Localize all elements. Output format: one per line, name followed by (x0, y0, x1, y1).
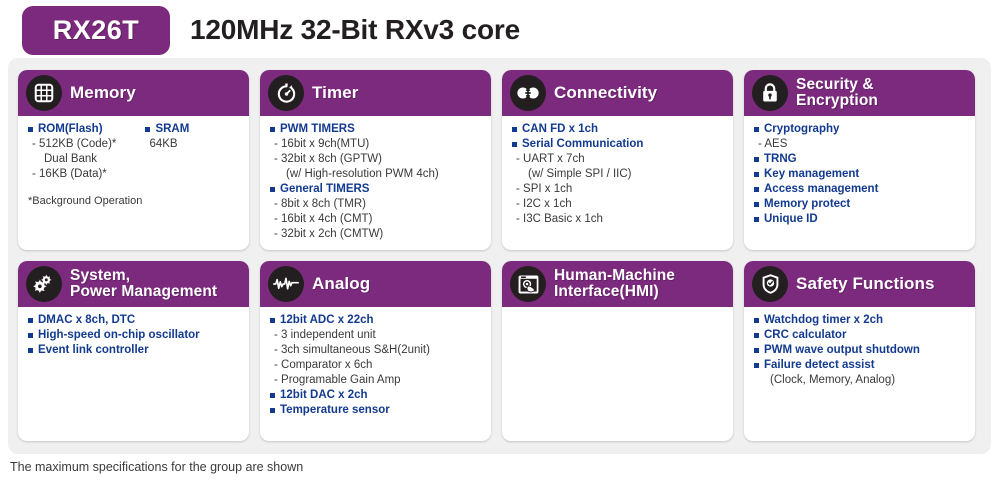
list-item: Memory protect (752, 197, 969, 212)
memory-grid-icon (26, 75, 62, 111)
list-item: Failure detect assist (752, 358, 969, 373)
waveform-icon (268, 266, 304, 302)
feature-card-human-machine-interface: Human-Machine Interface(HMI) (502, 261, 733, 441)
list-item: (w/ Simple SPI / IIC) (528, 168, 632, 180)
list-item: - 512KB (Code)* (32, 138, 117, 150)
list-item: ROM(Flash) (26, 122, 143, 137)
shield-check-icon (752, 266, 788, 302)
card-body-timer: PWM TIMERS - 16bit x 9ch(MTU) - 32bit x 8c… (260, 116, 491, 250)
chip-badge-label: RX26T (52, 15, 140, 45)
feature-card-system-power-management: System, Power Management DMAC x 8ch, DTC H… (18, 261, 249, 441)
list-item: High-speed on-chip oscillator (26, 328, 243, 343)
list-item: - 3ch simultaneous S&H(2unit) (274, 344, 430, 356)
touchscreen-icon (510, 266, 546, 302)
card-title-security-encryption: Security & Encryption (796, 75, 878, 109)
lock-icon (752, 75, 788, 111)
list-item: - 16KB (Data)* (32, 168, 107, 180)
list-item: - Programable Gain Amp (274, 374, 401, 386)
list-item: CAN FD x 1ch (510, 122, 727, 137)
list-item: General TIMERS (268, 182, 485, 197)
card-header-human-machine-interface: Human-Machine Interface(HMI) (502, 261, 733, 307)
list-item: - I2C x 1ch (516, 198, 572, 210)
card-header-analog: Analog (260, 261, 491, 307)
memory-column-sram: SRAM 64KB (143, 122, 243, 182)
list-item: Unique ID (752, 212, 969, 227)
list-item: (Clock, Memory, Analog) (770, 374, 896, 386)
feature-panel: Memory ROM(Flash) - 512KB (Code)* Dual Bank… (8, 58, 991, 454)
list-item: - SPI x 1ch (516, 183, 573, 195)
memory-columns: ROM(Flash) - 512KB (Code)* Dual Bank - 16KB… (26, 122, 243, 182)
list-item: Event link controller (26, 343, 243, 358)
memory-column-rom: ROM(Flash) - 512KB (Code)* Dual Bank - 16KB… (26, 122, 143, 182)
feature-card-safety-functions: Safety Functions Watchdog timer x 2ch CRC … (744, 261, 975, 441)
list-item: - 32bit x 8ch (GPTW) (274, 153, 382, 165)
card-body-system-power-management: DMAC x 8ch, DTC High-speed on-chip oscill… (18, 307, 249, 441)
list-item: - AES (758, 138, 788, 150)
card-header-timer: Timer (260, 70, 491, 116)
card-title-analog: Analog (312, 274, 371, 294)
list-item: SRAM (143, 122, 243, 137)
list-item: PWM TIMERS (268, 122, 485, 137)
feature-card-timer: Timer PWM TIMERS - 16bit x 9ch(MTU) - 32bit… (260, 70, 491, 250)
card-header-connectivity: Connectivity (502, 70, 733, 116)
feature-card-analog: Analog 12bit ADC x 22ch - 3 independent un… (260, 261, 491, 441)
card-body-safety-functions: Watchdog timer x 2ch CRC calculator PWM wa… (744, 307, 975, 441)
list-item: Dual Bank (44, 153, 98, 165)
memory-footnote: *Background Operation (28, 195, 143, 207)
list-item: - 8bit x 8ch (TMR) (274, 198, 367, 210)
feature-card-connectivity: Connectivity CAN FD x 1ch Serial Communica… (502, 70, 733, 250)
list-item: 64KB (149, 138, 178, 150)
card-title-memory: Memory (70, 83, 136, 103)
list-item: - 3 independent unit (274, 329, 376, 341)
list-item: - I3C Basic x 1ch (516, 213, 603, 225)
list-item: Temperature sensor (268, 403, 485, 418)
card-body-analog: 12bit ADC x 22ch - 3 independent unit - 3c… (260, 307, 491, 441)
list-item: - 16bit x 4ch (CMT) (274, 213, 373, 225)
list-item: (w/ High-resolution PWM 4ch) (286, 168, 439, 180)
stopwatch-icon (268, 75, 304, 111)
list-item: - 16bit x 9ch(MTU) (274, 138, 370, 150)
list-item: Key management (752, 167, 969, 182)
list-item: CRC calculator (752, 328, 969, 343)
list-item: - UART x 7ch (516, 153, 585, 165)
card-title-connectivity: Connectivity (554, 83, 658, 103)
card-body-connectivity: CAN FD x 1ch Serial Communication - UART x… (502, 116, 733, 250)
list-item: DMAC x 8ch, DTC (26, 313, 243, 328)
card-header-memory: Memory (18, 70, 249, 116)
gears-icon (26, 266, 62, 302)
card-header-safety-functions: Safety Functions (744, 261, 975, 307)
card-body-human-machine-interface (502, 307, 733, 441)
card-title-timer: Timer (312, 83, 359, 103)
page-title: 120MHz 32-Bit RXv3 core (190, 14, 520, 45)
plug-connector-icon (510, 75, 546, 111)
list-item: Watchdog timer x 2ch (752, 313, 969, 328)
list-item: 12bit DAC x 2ch (268, 388, 485, 403)
list-item: TRNG (752, 152, 969, 167)
card-header-system-power-management: System, Power Management (18, 261, 249, 307)
card-title-safety-functions: Safety Functions (796, 274, 935, 294)
list-item: - 32bit x 2ch (CMTW) (274, 228, 384, 240)
list-item: Serial Communication (510, 137, 727, 152)
card-body-memory: ROM(Flash) - 512KB (Code)* Dual Bank - 16KB… (18, 116, 249, 250)
top-bar: RX26T 120MHz 32-Bit RXv3 core (0, 0, 999, 58)
list-item: Cryptography (752, 122, 969, 137)
list-item: 12bit ADC x 22ch (268, 313, 485, 328)
list-item: - Comparator x 6ch (274, 359, 373, 371)
card-title-system-power-management: System, Power Management (70, 266, 218, 300)
feature-card-memory: Memory ROM(Flash) - 512KB (Code)* Dual Bank… (18, 70, 249, 250)
footer-note: The maximum specifications for the group… (10, 460, 304, 474)
list-item: PWM wave output shutdown (752, 343, 969, 358)
card-title-human-machine-interface: Human-Machine Interface(HMI) (554, 266, 676, 300)
card-header-security-encryption: Security & Encryption (744, 70, 975, 116)
chip-badge: RX26T (22, 6, 170, 55)
list-item: Access management (752, 182, 969, 197)
feature-card-security-encryption: Security & Encryption Cryptography - AES TR… (744, 70, 975, 250)
card-body-security-encryption: Cryptography - AES TRNG Key management Acces… (744, 116, 975, 250)
